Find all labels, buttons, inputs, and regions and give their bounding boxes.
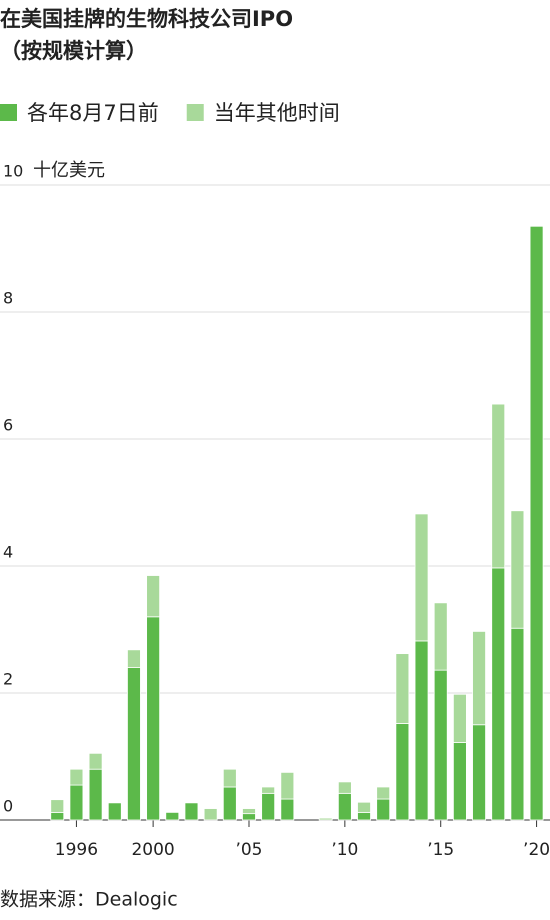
bar-segment (242, 813, 256, 821)
bar-segment (452, 742, 467, 821)
x-tick-label: ’20 (523, 840, 550, 860)
y-tick-label: 0 (3, 797, 13, 816)
legend-label: 当年其他时间 (214, 101, 340, 125)
x-tick-label: ’05 (235, 840, 262, 860)
y-tick-label: 6 (3, 416, 13, 435)
legend-swatch (186, 104, 204, 121)
bar-segment (280, 771, 295, 800)
bar-segment (50, 811, 65, 821)
y-tick-label: 4 (3, 543, 13, 562)
legend-swatch (0, 104, 17, 121)
bar-segment (395, 723, 410, 821)
y-tick-label: 10 (3, 162, 23, 181)
bar-segment (376, 798, 391, 821)
legend-label: 各年8月7日前 (27, 101, 159, 125)
y-tick-label: 2 (3, 670, 13, 689)
x-tick-label: 1996 (55, 840, 98, 860)
bar-segment (433, 669, 448, 821)
x-tick-label: 2000 (131, 840, 174, 860)
bar-segment (242, 808, 256, 815)
bar-segment (395, 653, 410, 724)
bar-segment (88, 768, 103, 821)
bar-segment (472, 724, 486, 821)
bar-segment (127, 649, 141, 669)
chart-title: 在美国挂牌的生物科技公司IPO (0, 7, 293, 31)
bar-segment (357, 801, 371, 813)
bar-segment (184, 802, 199, 821)
bar-segment (127, 667, 141, 821)
bar-segment (337, 781, 352, 794)
bar-segment (88, 752, 103, 770)
bar-segment (337, 792, 352, 821)
bar-segment (414, 640, 429, 821)
bar-segment (222, 768, 237, 788)
bar-segment (222, 786, 237, 821)
bar-segment (146, 575, 161, 618)
x-tick-label: ’15 (427, 840, 454, 860)
bar-segment (69, 784, 84, 821)
chart-subtitle: （按规模计算） (0, 39, 147, 63)
y-tick-label: 8 (3, 289, 13, 308)
bar-segment (261, 792, 276, 821)
bar-segment (376, 786, 391, 800)
bar-segment (165, 811, 180, 821)
bar-segment (280, 798, 295, 821)
bar-segment (510, 510, 525, 629)
bar-segment (491, 403, 506, 569)
bar-segment (69, 768, 84, 786)
bar-segment (491, 567, 506, 821)
x-tick-label: ’10 (331, 840, 358, 860)
bar-segment (510, 627, 525, 821)
bar-segment (203, 808, 218, 821)
bar-segment (318, 817, 333, 821)
bar-segment (529, 225, 544, 821)
bar-segment (357, 811, 371, 821)
bar-segment (146, 616, 161, 821)
bar-segment (414, 513, 429, 642)
bar-segment (107, 802, 122, 821)
bar-segment (50, 799, 65, 813)
bar-segment (452, 693, 467, 743)
y-unit: 十亿美元 (33, 160, 105, 181)
bar-segment (433, 602, 448, 671)
source: 数据来源：Dealogic (0, 889, 178, 911)
bar-segment (261, 786, 276, 794)
bar-segment (472, 631, 486, 726)
